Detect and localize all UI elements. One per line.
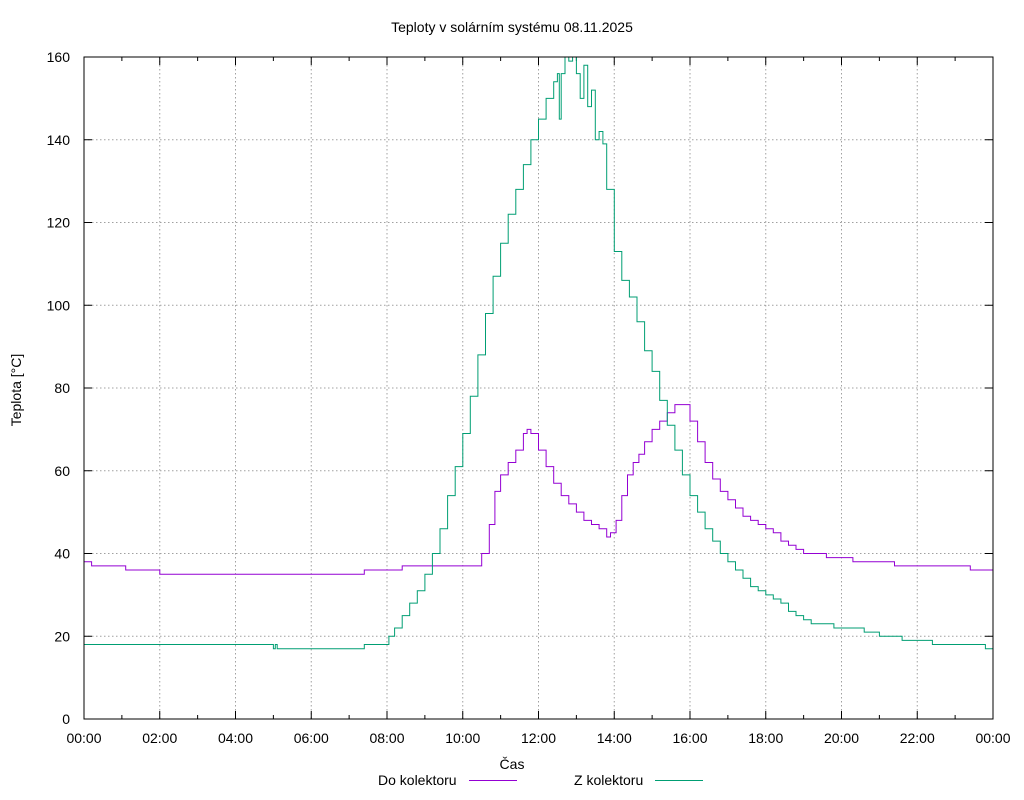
x-tick-label: 02:00	[142, 730, 177, 746]
y-tick-label: 120	[47, 215, 71, 231]
x-tick-label: 22:00	[900, 730, 935, 746]
y-tick-label: 100	[47, 297, 71, 313]
x-tick-label: 00:00	[975, 730, 1010, 746]
y-tick-label: 40	[54, 546, 70, 562]
legend-swatch	[655, 779, 704, 781]
y-tick-label: 0	[62, 711, 70, 727]
x-tick-label: 00:00	[66, 730, 101, 746]
x-tick-label: 06:00	[294, 730, 329, 746]
x-tick-label: 20:00	[824, 730, 859, 746]
x-tick-label: 12:00	[521, 730, 556, 746]
x-tick-label: 04:00	[218, 730, 253, 746]
legend-item-do-kolektoru: Do kolektoru	[378, 772, 517, 788]
y-tick-label: 60	[54, 463, 70, 479]
series-line-do-kolektoru	[84, 404, 993, 575]
plot-border	[83, 56, 994, 720]
legend-label: Z kolektoru	[574, 772, 644, 788]
x-tick-label: 18:00	[748, 730, 783, 746]
y-tick-label: 20	[54, 628, 70, 644]
y-tick-label: 80	[54, 380, 70, 396]
x-tick-label: 14:00	[597, 730, 632, 746]
x-tick-label: 10:00	[445, 730, 480, 746]
legend-swatch	[468, 779, 517, 781]
y-tick-label: 140	[47, 132, 71, 148]
x-axis-label: Čas	[499, 756, 525, 772]
chart-title: Teploty v solárním systému 08.11.2025	[391, 19, 633, 35]
legend-item-z-kolektoru: Z kolektoru	[574, 772, 704, 788]
series-line-z-kolektoru	[84, 56, 993, 650]
x-tick-label: 08:00	[369, 730, 404, 746]
legend-label: Do kolektoru	[378, 772, 457, 788]
x-tick-label: 16:00	[672, 730, 707, 746]
y-tick-label: 160	[47, 49, 71, 65]
